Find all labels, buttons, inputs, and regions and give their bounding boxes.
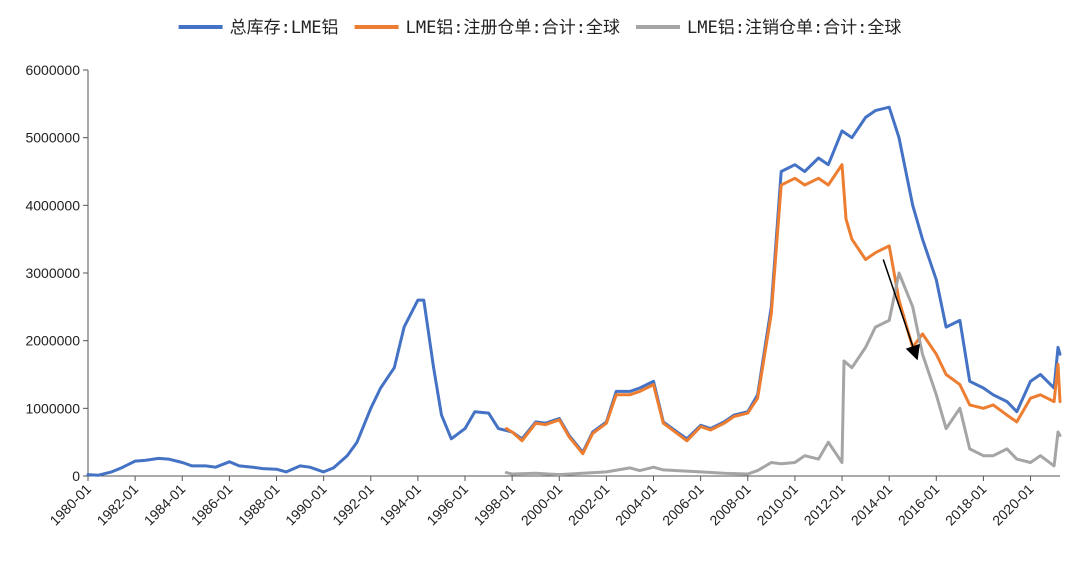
y-tick-label: 1000000 [25, 400, 80, 416]
series-line-1 [86, 105, 1062, 477]
legend-item-3: LME铝:注销仓单:合计:全球 [636, 18, 901, 38]
legend-item-2: LME铝:注册仓单:合计:全球 [354, 18, 620, 38]
x-tick-label: 2016-01 [895, 481, 943, 529]
legend-label: LME铝:注销仓单:合计:全球 [687, 18, 901, 38]
chart-annotations [882, 259, 920, 361]
legend-label: 总库存:LME铝 [230, 18, 339, 38]
x-tick-label: 2014-01 [848, 481, 896, 529]
x-tick-label: 2004-01 [612, 481, 660, 529]
x-tick-label: 2008-01 [706, 481, 754, 529]
x-tick-label: 2000-01 [518, 481, 566, 529]
y-tick-label: 4000000 [25, 197, 80, 213]
x-tick-label: 1996-01 [423, 481, 471, 529]
x-tick-label: 2020-01 [989, 481, 1037, 529]
series-line-2 [504, 163, 1062, 456]
x-tick-label: 1990-01 [282, 481, 330, 529]
y-tick-label: 6000000 [25, 62, 80, 78]
x-tick-label: 1992-01 [329, 481, 377, 529]
y-tick-label: 2000000 [25, 333, 80, 349]
chart-legend: 总库存:LME铝 LME铝:注册仓单:合计:全球 LME铝:注销仓单:合计:全球 [178, 18, 901, 38]
x-tick-label: 2012-01 [801, 481, 849, 529]
y-tick-label: 3000000 [25, 265, 80, 281]
x-tick-label: 1986-01 [188, 481, 236, 529]
x-tick-label: 1988-01 [235, 481, 283, 529]
x-tick-label: 1982-01 [94, 481, 142, 529]
x-tick-label: 1984-01 [141, 481, 189, 529]
x-tick-label: 1998-01 [471, 481, 519, 529]
x-tick-label: 2006-01 [659, 481, 707, 529]
y-tick-label: 0 [72, 468, 80, 484]
x-tick-label: 2018-01 [942, 481, 990, 529]
x-tick-label: 1980-01 [46, 481, 94, 529]
y-tick-label: 5000000 [25, 130, 80, 146]
chart-axes: 0 1000000 2000000 3000000 4000000 5000000 6000… [25, 62, 1060, 528]
legend-item-1: 总库存:LME铝 [178, 18, 339, 38]
x-tick-label: 1994-01 [376, 481, 424, 529]
x-tick-label: 2010-01 [753, 481, 801, 529]
legend-label: LME铝:注册仓单:合计:全球 [406, 18, 620, 38]
x-tick-label: 2002-01 [565, 481, 613, 529]
annotation-arrow [882, 259, 920, 361]
series-line-3 [504, 271, 1062, 477]
chart-series-layer [86, 105, 1062, 477]
